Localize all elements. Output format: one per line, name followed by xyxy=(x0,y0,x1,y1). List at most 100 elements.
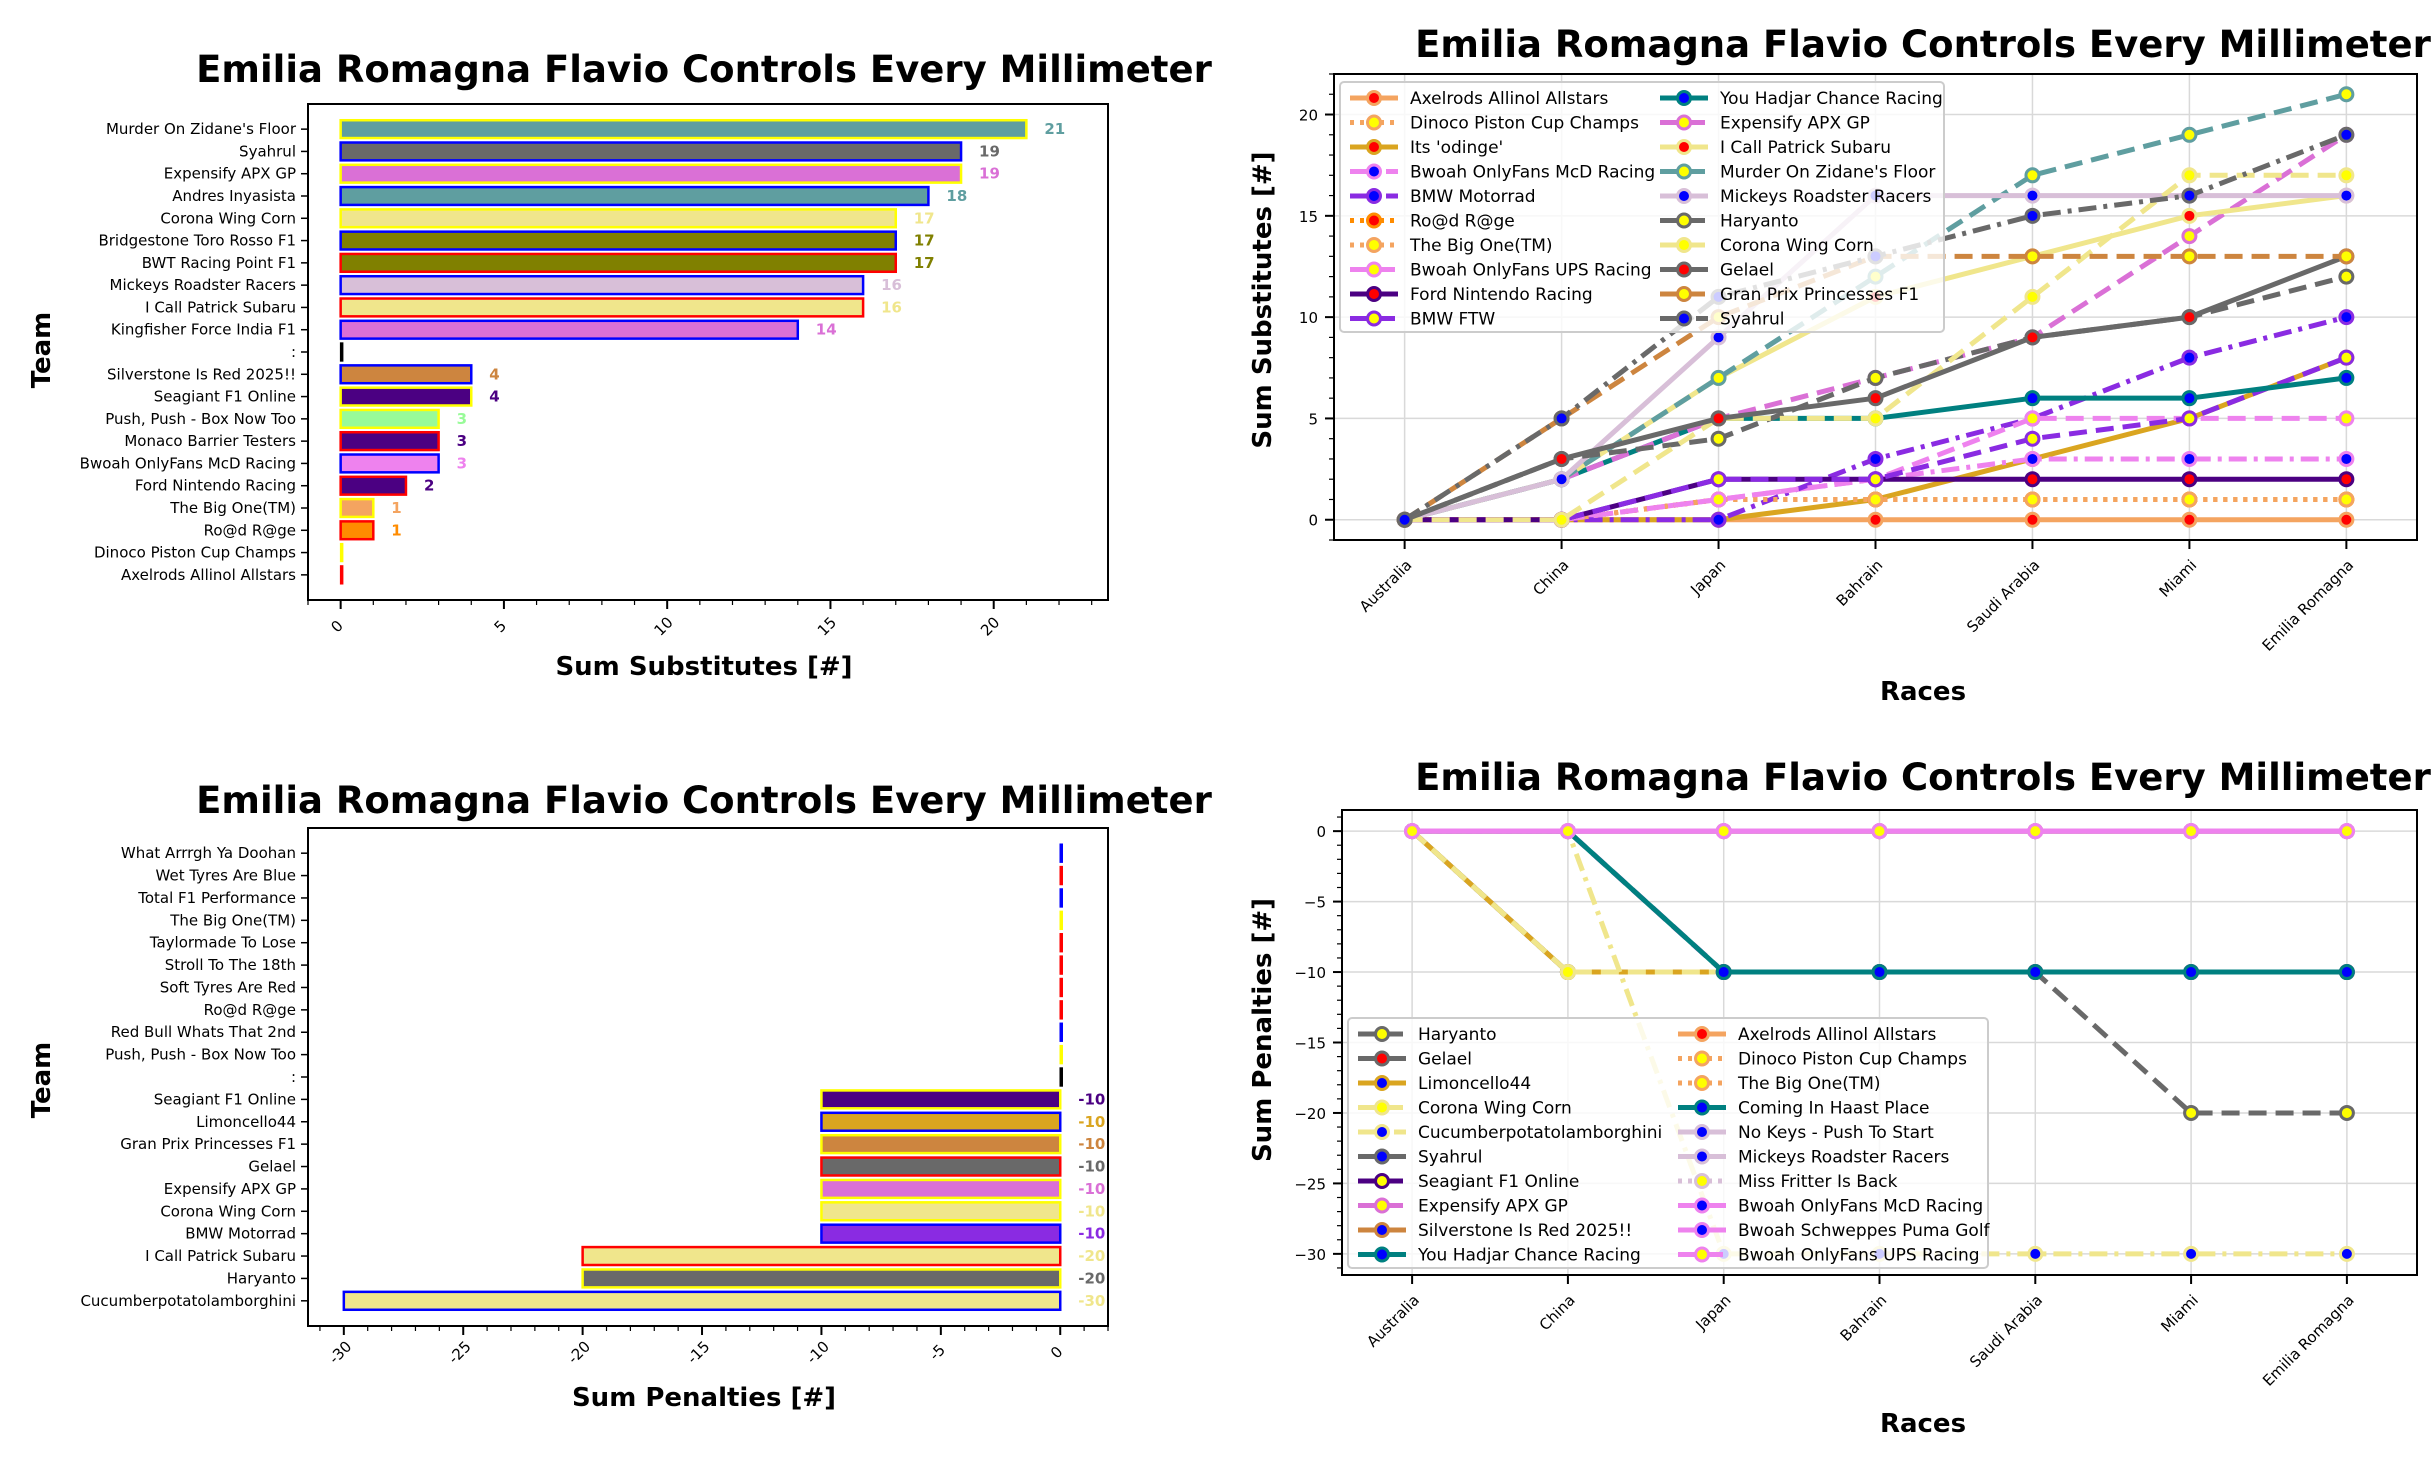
bar xyxy=(820,1201,1062,1222)
legend-marker-swatch xyxy=(1366,261,1382,278)
x-tick-label: 10 xyxy=(651,613,677,639)
bar-value-label: -10 xyxy=(1078,1225,1105,1243)
y-tick-label: Dinoco Piston Cup Champs xyxy=(94,544,296,562)
chart-title: Emilia Romagna Flavio Controls Every Mil… xyxy=(196,48,1212,91)
data-point xyxy=(1867,471,1884,488)
legend-marker-swatch xyxy=(1694,1197,1710,1214)
legend-entry-label: Murder On Zidane's Floor xyxy=(1720,163,1935,183)
legend-entry-label: Its 'odinge' xyxy=(1410,138,1503,158)
legend-entry-label: Miss Fritter Is Back xyxy=(1738,1172,1898,1192)
legend-marker-swatch xyxy=(1694,1246,1710,1263)
bar-value-label: -20 xyxy=(1078,1247,1105,1265)
y-tick-label: What Arrrgh Ya Doohan xyxy=(121,844,296,862)
legend-entry-label: Bwoah OnlyFans UPS Racing xyxy=(1410,261,1652,281)
x-axis-label: Races xyxy=(1880,1409,1966,1439)
legend-marker-swatch xyxy=(1374,1124,1390,1140)
data-point xyxy=(1553,410,1570,427)
x-tick-label: Japan xyxy=(1692,1291,1735,1334)
data-point xyxy=(1867,369,1884,386)
legend-entry-label: Ford Nintendo Racing xyxy=(1410,285,1593,305)
data-point xyxy=(2024,471,2041,488)
bar xyxy=(339,185,930,207)
penalties-bar-chart: Emilia Romagna Flavio Controls Every Mil… xyxy=(27,779,1213,1413)
bar-value-label: -30 xyxy=(1078,1292,1105,1310)
legend-entry-label: Axelrods Allinol Allstars xyxy=(1410,89,1609,109)
bar-value-label: 21 xyxy=(1044,120,1065,138)
legend-marker-swatch xyxy=(1676,163,1692,180)
legend-entry-label: The Big One(TM) xyxy=(1737,1074,1881,1094)
data-point xyxy=(2338,248,2355,265)
legend-marker-swatch xyxy=(1676,114,1692,131)
data-point xyxy=(2338,268,2355,285)
y-tick-label: Corona Wing Corn xyxy=(160,209,296,227)
data-point xyxy=(1715,823,1732,840)
legend-marker-swatch xyxy=(1374,1026,1390,1042)
legend-marker-swatch xyxy=(1374,1246,1390,1263)
substitutes-line-chart: Emilia Romagna Flavio Controls Every Mil… xyxy=(1248,23,2432,707)
y-tick-label: Push, Push - Box Now Too xyxy=(105,410,296,428)
legend-entry-label: Gran Prix Princesses F1 xyxy=(1720,285,1919,305)
y-tick-label: 5 xyxy=(1308,410,1318,428)
bar xyxy=(1059,977,1063,998)
data-point xyxy=(2338,187,2355,204)
bar xyxy=(1059,843,1063,863)
y-tick-label: BWT Racing Point F1 xyxy=(142,254,296,272)
legend-marker-swatch xyxy=(1366,286,1382,302)
bar-value-label: -10 xyxy=(1078,1158,1105,1176)
legend-marker-swatch xyxy=(1694,1173,1710,1189)
data-point xyxy=(2181,207,2198,224)
x-tick-label: Bahrain xyxy=(1837,1291,1891,1345)
data-point xyxy=(2181,187,2198,204)
legend-entry-label: Limoncello44 xyxy=(1418,1074,1531,1094)
data-point xyxy=(2181,450,2198,467)
y-tick-label: Mickeys Roadster Racers xyxy=(110,276,297,294)
y-tick-label: Kingfisher Force India F1 xyxy=(111,321,296,339)
y-tick-label: Andres Inyasista xyxy=(172,187,296,205)
x-tick-label: 0 xyxy=(327,617,346,636)
y-tick-label: Taylormade To Lose xyxy=(149,934,296,952)
bar xyxy=(339,453,440,474)
legend: Haryanto Gelael Limoncello44 Corona Wing Co… xyxy=(1347,1017,1991,1269)
chart-title: Emilia Romagna Flavio Controls Every Mil… xyxy=(1415,23,2431,66)
bar xyxy=(1059,1044,1063,1065)
x-tick-label: China xyxy=(1536,1291,1579,1334)
x-tick-label: Australia xyxy=(1356,556,1416,616)
legend: Axelrods Allinol Allstars Dinoco Piston C… xyxy=(1339,81,1945,333)
x-tick-label: 0 xyxy=(1047,1343,1066,1362)
legend-marker-swatch xyxy=(1676,188,1692,204)
legend-marker-swatch xyxy=(1676,286,1692,302)
data-point xyxy=(2181,248,2198,265)
x-tick-label: China xyxy=(1529,556,1572,599)
bar xyxy=(1059,865,1063,886)
data-point xyxy=(2338,1104,2355,1121)
data-point xyxy=(2181,349,2198,366)
bar xyxy=(1059,933,1063,953)
bar xyxy=(339,297,865,318)
bar xyxy=(339,520,375,541)
x-axis-label: Sum Substitutes [#] xyxy=(555,652,852,682)
data-point xyxy=(2024,288,2041,305)
data-point xyxy=(1710,491,1727,508)
bar-value-label: -10 xyxy=(1078,1180,1105,1198)
bar-value-label: 16 xyxy=(881,276,902,294)
legend-entry-label: You Hadjar Chance Racing xyxy=(1417,1246,1641,1266)
bar-value-label: 17 xyxy=(914,254,935,272)
y-axis-label: Sum Penalties [#] xyxy=(1248,898,1278,1162)
y-tick-label: : xyxy=(291,1068,296,1086)
y-tick-label: −5 xyxy=(1304,894,1326,912)
bar xyxy=(339,408,440,430)
legend-marker-swatch xyxy=(1366,188,1382,204)
bar xyxy=(339,386,473,407)
bar xyxy=(339,542,344,563)
y-tick-label: Seagiant F1 Online xyxy=(154,388,296,406)
legend-frame xyxy=(1339,81,1945,333)
x-tick-label: 20 xyxy=(977,613,1003,639)
data-point xyxy=(2181,390,2198,407)
legend-entry-label: Haryanto xyxy=(1720,212,1799,232)
y-tick-label: Total F1 Performance xyxy=(137,889,296,907)
x-tick-label: Miami xyxy=(2156,556,2201,601)
data-point xyxy=(2181,309,2198,326)
bar-value-label: 1 xyxy=(391,521,401,539)
y-tick-label: Monaco Barrier Testers xyxy=(124,432,296,450)
y-tick-label: 10 xyxy=(1299,309,1318,327)
